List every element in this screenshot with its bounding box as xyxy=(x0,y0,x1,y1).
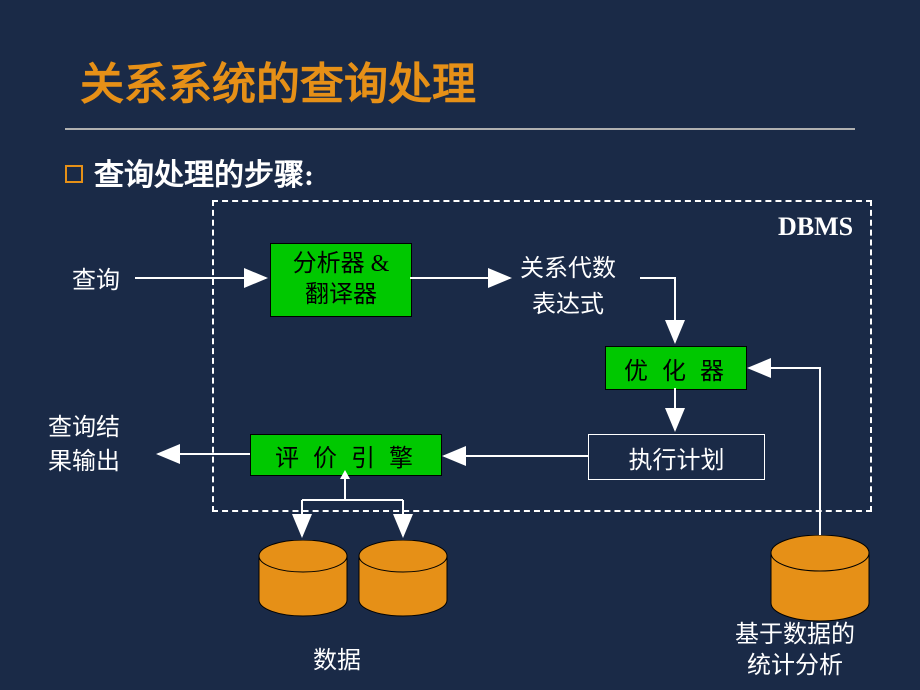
optimizer-node: 优 化 器 xyxy=(605,346,747,390)
subtitle: 查询处理的步骤: xyxy=(94,150,314,194)
rel-expr-line1: 关系代数 xyxy=(520,248,616,283)
stats-label: 基于数据的 统计分析 xyxy=(735,620,855,682)
slide-title: 关系系统的查询处理 xyxy=(80,48,476,112)
rel-expr-line2: 表达式 xyxy=(532,284,604,319)
stats-cylinder xyxy=(770,535,870,623)
stats-line2: 统计分析 xyxy=(735,651,855,682)
data-label: 数据 xyxy=(313,640,361,675)
stats-line1: 基于数据的 xyxy=(735,620,855,651)
query-in-label: 查询 xyxy=(72,260,120,295)
title-underline xyxy=(65,128,855,130)
result-line2: 果输出 xyxy=(48,446,120,480)
data-cylinder-1 xyxy=(258,540,348,618)
result-line1: 查询结 xyxy=(48,412,120,446)
result-out-label: 查询结 果输出 xyxy=(48,412,120,479)
dbms-label: DBMS xyxy=(778,212,853,242)
bullet-icon xyxy=(65,165,83,183)
data-cylinder-2 xyxy=(358,540,448,618)
exec-plan-node: 执行计划 xyxy=(588,434,765,480)
parser-node: 分析器 & 翻译器 xyxy=(270,243,412,317)
parser-line1: 分析器 & xyxy=(293,249,390,280)
eval-engine-node: 评 价 引 擎 xyxy=(250,434,442,476)
parser-line2: 翻译器 xyxy=(305,280,377,311)
